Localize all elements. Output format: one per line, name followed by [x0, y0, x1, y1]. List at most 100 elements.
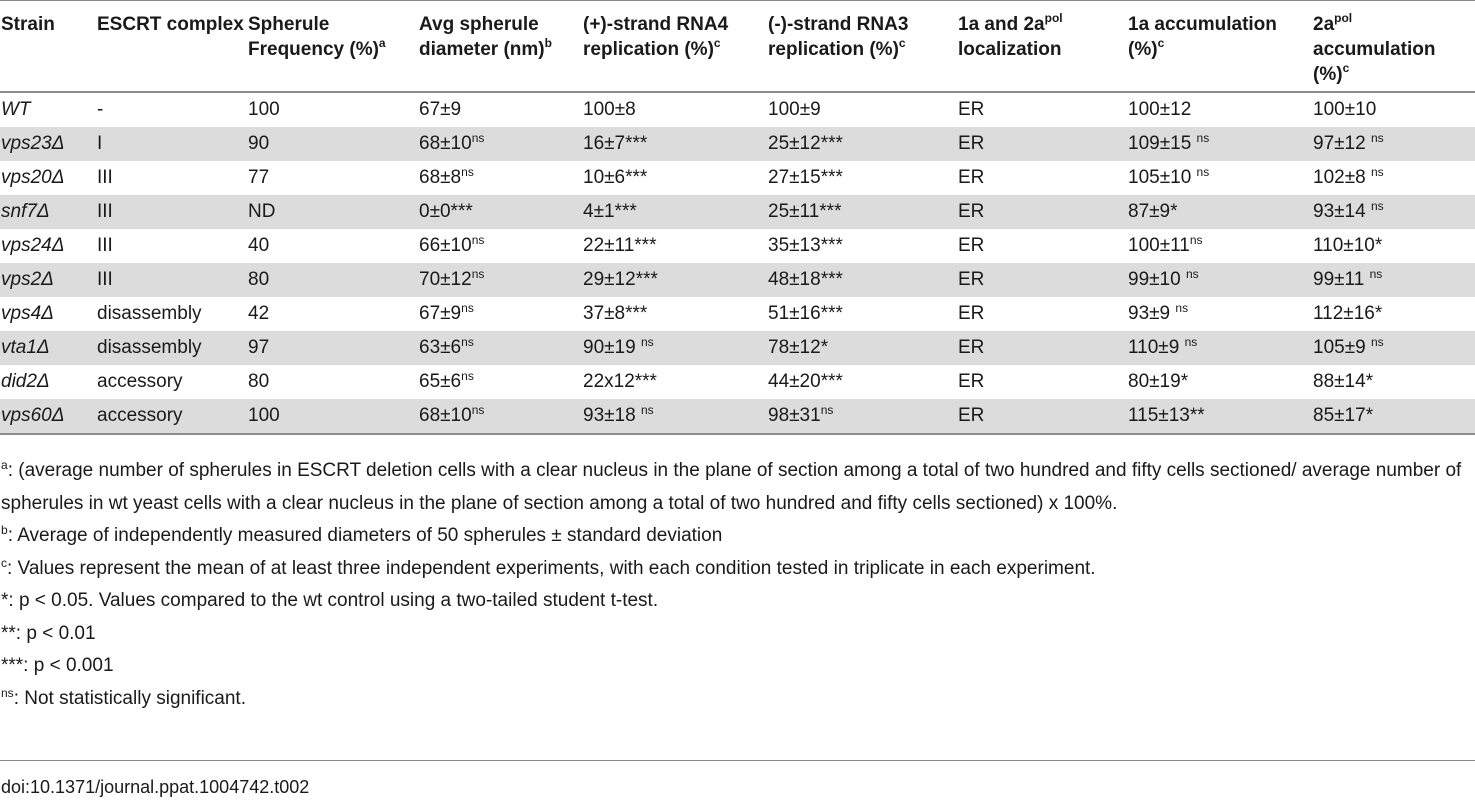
cell-value: 4±1***: [583, 201, 637, 222]
table-cell: ER: [958, 263, 1128, 297]
table-cell: 90: [248, 127, 419, 161]
table-cell: 35±13***: [768, 229, 958, 263]
column-header-label: Spherule Frequency (%): [248, 14, 379, 60]
table-cell: 25±12***: [768, 127, 958, 161]
cell-value: 100: [248, 99, 280, 120]
table-cell: 10±6***: [583, 161, 768, 195]
cell-value: 10±6***: [583, 167, 648, 188]
significance-mark: ns: [1196, 131, 1210, 145]
table-cell: III: [97, 229, 248, 263]
significance-mark: ns: [461, 301, 474, 315]
cell-value: 99±10: [1128, 269, 1186, 290]
cell-value: 90: [248, 133, 270, 154]
column-header: 2apol accumulation (%)c: [1313, 1, 1475, 93]
cell-value: 98±31: [768, 405, 821, 426]
significance-mark: ns: [471, 233, 485, 247]
superscript: pol: [1044, 11, 1063, 25]
significance-mark: ns: [1196, 165, 1210, 179]
table-cell: 44±20***: [768, 365, 958, 399]
significance-mark: ns: [461, 369, 474, 383]
significance-mark: ns: [1370, 199, 1384, 213]
table-row: vps4Δ disassembly 42 67±9ns 37±8*** 51±16*** E…: [0, 297, 1475, 331]
cell-value: 100±9: [768, 99, 821, 120]
footnote-mark: ns: [1, 685, 14, 700]
cell-value: 42: [248, 303, 270, 324]
significance-mark: ns: [471, 403, 485, 417]
table-cell: WT: [0, 92, 97, 127]
table-cell: ER: [958, 331, 1128, 365]
table-cell: 65±6ns: [419, 365, 583, 399]
cell-value: 68±10: [419, 133, 472, 154]
cell-value: III: [97, 235, 113, 256]
table-cell: 115±13**: [1128, 399, 1313, 434]
table-cell: 100: [248, 92, 419, 127]
cell-value: 48±18***: [768, 269, 843, 290]
table-cell: 78±12*: [768, 331, 958, 365]
cell-value: 100±8: [583, 99, 636, 120]
table-cell: 29±12***: [583, 263, 768, 297]
column-header-label: Avg spherule diameter (nm): [419, 14, 545, 60]
significance-mark: ns: [1370, 165, 1384, 179]
footnote-text: : Average of independently measured diam…: [7, 525, 723, 546]
table-cell: 99±10 ns: [1128, 263, 1313, 297]
cell-value: ER: [958, 405, 985, 426]
superscript: c: [713, 36, 721, 50]
footnote-mark: a: [1, 458, 8, 472]
table-cell: 63±6ns: [419, 331, 583, 365]
superscript: c: [1157, 36, 1165, 50]
footnote-mark: b: [1, 523, 8, 537]
cell-value: 102±8: [1313, 167, 1371, 188]
strain-name: vps2Δ: [1, 269, 54, 290]
cell-value: 88±14*: [1313, 371, 1374, 392]
table-cell: 68±10ns: [419, 399, 583, 434]
table-cell: ND: [248, 195, 419, 229]
strain-name: vps23Δ: [1, 133, 65, 154]
column-header-label: 2a: [1313, 14, 1335, 35]
table-row: vps2Δ III 80 70±12ns 29±12*** 48±18*** ER 99±10…: [0, 263, 1475, 297]
column-header: Avg spherule diameter (nm)b: [419, 1, 583, 93]
table-cell: disassembly: [97, 297, 248, 331]
column-header-label: Strain: [1, 14, 55, 35]
cell-value: 93±14: [1313, 201, 1371, 222]
footnote: b: Average of independently measured dia…: [1, 520, 1471, 553]
significance-mark: ns: [640, 335, 654, 349]
significance-mark: ns: [820, 403, 834, 417]
table-cell: -: [97, 92, 248, 127]
cell-value: ER: [958, 337, 985, 358]
cell-value: disassembly: [97, 337, 202, 358]
strain-name: vta1Δ: [1, 337, 50, 358]
table-cell: 110±9 ns: [1128, 331, 1313, 365]
column-header-label-cont: localization: [958, 39, 1062, 60]
superscript: b: [544, 36, 552, 50]
table-cell: 98±31ns: [768, 399, 958, 434]
footnote-text: **: p < 0.01: [1, 622, 96, 644]
cell-value: 109±15: [1128, 133, 1197, 154]
table-cell: accessory: [97, 365, 248, 399]
significance-mark: ns: [1185, 267, 1199, 281]
table-cell: 99±11 ns: [1313, 263, 1475, 297]
table-cell: vps24Δ: [0, 229, 97, 263]
table-cell: ER: [958, 127, 1128, 161]
footnote: ns: Not statistically significant.: [1, 683, 1471, 716]
footnote: ***: p < 0.001: [1, 650, 1471, 683]
column-header-label: (-)-strand RNA3 replication (%): [768, 14, 909, 60]
table-cell: ER: [958, 229, 1128, 263]
table-cell: 4±1***: [583, 195, 768, 229]
footnote-text: : Not statistically significant.: [13, 687, 246, 709]
cell-value: 105±9: [1313, 337, 1371, 358]
cell-value: 100±10: [1313, 99, 1377, 120]
cell-value: 77: [248, 167, 270, 188]
column-header-label-cont: accumulation (%): [1313, 39, 1436, 85]
cell-value: 97±12: [1313, 133, 1371, 154]
footnote-mark: c: [1, 555, 7, 570]
table-cell: 27±15***: [768, 161, 958, 195]
cell-value: 85±17*: [1313, 405, 1374, 426]
footnote: a: (average number of spherules in ESCRT…: [1, 455, 1471, 520]
cell-value: ND: [248, 201, 276, 222]
table-cell: 67±9: [419, 92, 583, 127]
table-cell: 68±8ns: [419, 161, 583, 195]
table-cell: vps20Δ: [0, 161, 97, 195]
table-cell: 80: [248, 263, 419, 297]
significance-mark: ns: [1184, 335, 1198, 349]
superscript: c: [1342, 61, 1350, 75]
